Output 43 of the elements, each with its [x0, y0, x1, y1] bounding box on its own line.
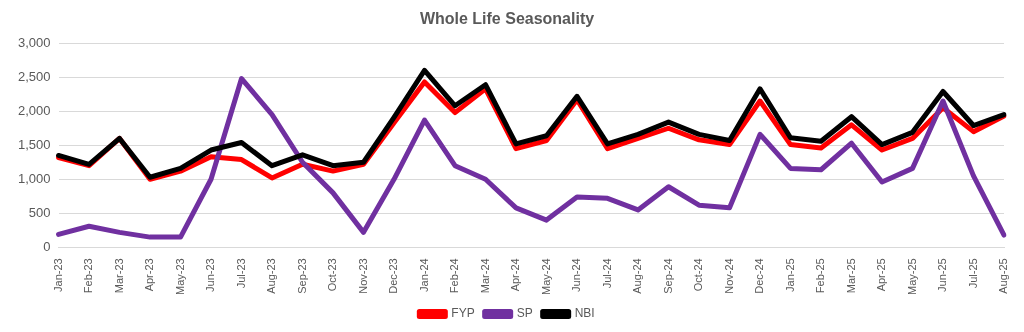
x-tick-label: Jun-23 [204, 258, 217, 292]
y-tick-label: 0 [43, 238, 51, 254]
y-tick-label: 2,500 [17, 68, 51, 84]
x-tick-label: Jul-23 [234, 258, 247, 289]
x-tick-label: Feb-25 [814, 258, 827, 294]
x-tick-label: May-23 [173, 258, 186, 296]
x-tick-label: Jun-24 [570, 258, 583, 292]
x-tick-label: Dec-23 [387, 258, 400, 294]
x-tick-label: Jul-25 [966, 258, 979, 289]
y-tick-label: 1,500 [17, 136, 51, 152]
x-tick-label: May-25 [905, 258, 918, 296]
y-tick-label: 1,000 [17, 170, 51, 186]
x-tick-label: Sep-23 [295, 258, 308, 294]
x-tick-label: Mar-24 [478, 258, 491, 294]
x-tick-label: Jul-24 [600, 258, 613, 289]
x-tick-label: Nov-23 [356, 258, 369, 294]
legend-label: NBI [574, 306, 595, 321]
x-tick-label: Jan-23 [51, 258, 64, 292]
x-tick-label: Jan-24 [417, 258, 430, 292]
x-tick-label: Oct-23 [326, 258, 339, 292]
y-tick-label: 500 [28, 204, 51, 220]
x-tick-label: Mar-23 [112, 258, 125, 294]
chart-title: Whole Life Seasonality [419, 10, 595, 28]
legend-label: FYP [451, 306, 475, 321]
x-tick-label: Jun-25 [936, 258, 949, 292]
x-tick-label: Mar-25 [844, 258, 857, 294]
x-tick-label: Aug-23 [265, 258, 278, 294]
x-tick-label: Apr-23 [143, 258, 156, 292]
x-tick-label: Feb-23 [82, 258, 95, 294]
x-tick-label: Sep-24 [661, 258, 674, 294]
x-tick-label: Jan-25 [783, 258, 796, 292]
x-tick-label: Dec-24 [753, 258, 766, 294]
y-tick-label: 2,000 [17, 102, 51, 118]
x-tick-label: Nov-24 [722, 258, 735, 294]
x-tick-label: Oct-24 [692, 258, 705, 292]
y-tick-label: 3,000 [17, 34, 51, 50]
x-tick-label: Apr-25 [875, 258, 888, 292]
x-tick-label: Apr-24 [509, 258, 522, 292]
x-tick-label: Feb-24 [448, 258, 461, 294]
x-tick-label: May-24 [539, 258, 552, 296]
x-tick-label: Aug-25 [997, 258, 1010, 294]
legend-label: SP [516, 306, 533, 321]
x-tick-label: Aug-24 [631, 258, 644, 294]
